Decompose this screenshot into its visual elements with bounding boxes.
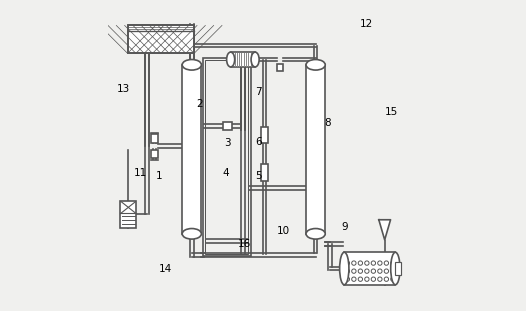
Ellipse shape: [306, 59, 325, 70]
Polygon shape: [379, 220, 391, 240]
Text: 7: 7: [255, 87, 261, 97]
Text: 4: 4: [222, 168, 229, 178]
Ellipse shape: [306, 229, 325, 239]
Bar: [230, 52, 255, 67]
Bar: [182, 65, 201, 234]
Text: 16: 16: [238, 239, 251, 249]
Bar: [223, 122, 232, 130]
Text: 8: 8: [325, 118, 331, 128]
Ellipse shape: [251, 52, 259, 67]
Bar: [203, 58, 250, 256]
Bar: [345, 252, 396, 285]
Text: 1: 1: [156, 171, 163, 181]
Text: 9: 9: [342, 222, 348, 232]
Text: 13: 13: [117, 84, 130, 94]
Text: 12: 12: [360, 19, 373, 29]
Text: 10: 10: [277, 226, 290, 236]
Text: 6: 6: [255, 137, 261, 146]
Ellipse shape: [182, 59, 201, 70]
Ellipse shape: [227, 52, 235, 67]
Bar: [306, 65, 325, 234]
Ellipse shape: [182, 229, 201, 239]
Bar: [120, 201, 136, 228]
Bar: [277, 64, 284, 71]
Text: 5: 5: [255, 171, 261, 181]
Text: 15: 15: [385, 107, 398, 117]
Bar: [127, 26, 194, 53]
Bar: [396, 262, 401, 275]
Bar: [261, 127, 268, 143]
Text: 11: 11: [134, 168, 147, 178]
Bar: [261, 165, 268, 181]
Ellipse shape: [340, 252, 349, 285]
Bar: [151, 134, 158, 143]
Text: 3: 3: [224, 138, 231, 148]
Bar: [127, 26, 194, 53]
Ellipse shape: [391, 252, 400, 285]
Text: 2: 2: [196, 100, 203, 109]
Bar: [205, 60, 248, 254]
Bar: [151, 150, 158, 158]
Text: 14: 14: [159, 263, 172, 273]
